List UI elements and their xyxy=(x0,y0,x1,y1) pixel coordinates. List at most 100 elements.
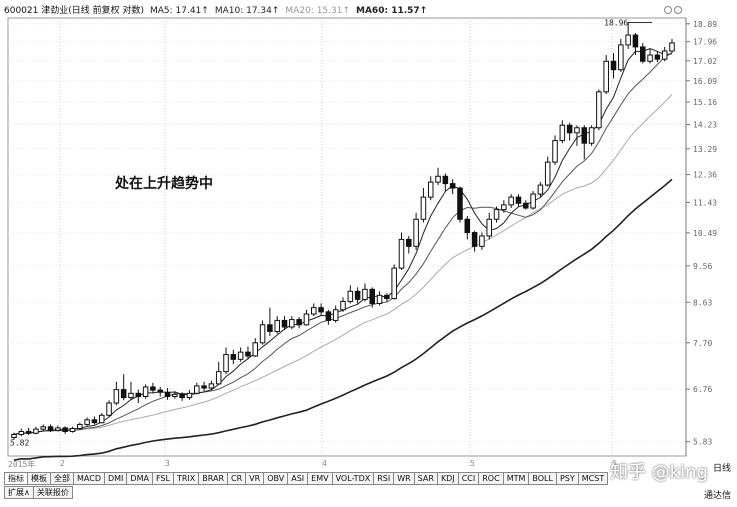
candle-body xyxy=(325,311,332,321)
x-label-month: 2 xyxy=(60,459,65,468)
indicator-tab[interactable]: CCI xyxy=(457,472,479,485)
indicator-tab[interactable]: MACD xyxy=(73,472,104,485)
y-tick-label: 6.76 xyxy=(693,385,712,394)
indicator-tab[interactable]: CR xyxy=(227,472,246,485)
indicator-tab[interactable]: MTM xyxy=(502,472,529,485)
indicator-tab[interactable]: VOL-TDX xyxy=(331,472,374,485)
circle-control-icon[interactable] xyxy=(664,6,672,14)
candle-body xyxy=(596,91,602,129)
ma60-label: MA60: 11.57↑ xyxy=(356,6,428,16)
candle-body xyxy=(639,46,646,62)
candle-body xyxy=(523,202,529,209)
indicator-tab[interactable]: MCST xyxy=(577,472,609,485)
indicator-tab[interactable]: DMA xyxy=(126,472,152,485)
indicator-tab[interactable]: ASI xyxy=(287,472,308,485)
y-tick-label: 17.02 xyxy=(693,57,717,66)
candle-body xyxy=(618,44,624,71)
extension-tab[interactable]: 关联报价 xyxy=(32,486,73,499)
indicator-tab[interactable]: KDJ xyxy=(436,472,458,485)
indicator-tab[interactable]: VR xyxy=(245,472,264,485)
candle-body xyxy=(150,386,156,391)
candle-body xyxy=(69,428,76,432)
candle-body xyxy=(603,60,609,93)
candle-body xyxy=(245,351,251,357)
candle-body xyxy=(449,183,456,189)
candle-body xyxy=(142,386,149,398)
indicator-tab[interactable]: DMI xyxy=(103,472,127,485)
candle-body xyxy=(501,204,507,211)
candle-body xyxy=(194,385,200,394)
indicator-tab[interactable]: TRIX xyxy=(172,472,199,485)
candle-body xyxy=(588,127,595,144)
candle-body xyxy=(259,324,266,344)
indicator-tab[interactable]: 指标 xyxy=(4,472,27,485)
candle-body xyxy=(340,300,346,311)
candle-body xyxy=(574,127,580,134)
ma5-line xyxy=(13,47,673,435)
max-price-label: 18.96 xyxy=(604,18,628,27)
candle-body xyxy=(274,319,280,332)
x-label-month: 5 xyxy=(470,459,475,468)
candle-body xyxy=(369,288,376,305)
y-tick-label: 7.70 xyxy=(693,339,712,348)
candle-body xyxy=(413,218,419,247)
x-label-month: 6 xyxy=(612,459,617,468)
candle-body xyxy=(457,187,463,220)
watermark: 知乎 @king xyxy=(610,462,708,483)
indicator-tab[interactable]: WR xyxy=(393,472,414,485)
candle-body xyxy=(318,307,324,313)
candle-body xyxy=(55,427,61,431)
indicator-tab[interactable]: SAR xyxy=(413,472,437,485)
candle-body xyxy=(40,426,47,430)
candle-body xyxy=(486,218,492,237)
candle-body xyxy=(559,124,566,142)
indicator-tab[interactable]: BRAR xyxy=(198,472,228,485)
circle-control-icon[interactable] xyxy=(674,6,682,14)
candle-body xyxy=(647,54,653,62)
indicator-tab[interactable]: 全部 xyxy=(50,472,73,485)
candle-body xyxy=(179,393,185,399)
candle-body xyxy=(62,427,68,432)
ma10-label: MA10: 17.34↑ xyxy=(214,6,280,16)
ma60-line xyxy=(13,178,673,461)
period-label[interactable]: 日线 xyxy=(712,464,731,474)
x-label-month: 4 xyxy=(322,459,327,468)
indicator-tab[interactable]: FSL xyxy=(151,472,173,485)
candle-body xyxy=(230,354,237,360)
y-tick-label: 12.36 xyxy=(693,171,717,180)
candle-body xyxy=(508,196,514,206)
candle-body xyxy=(11,433,17,438)
extension-tab[interactable]: 扩展∧ xyxy=(4,486,33,499)
y-tick-label: 17.96 xyxy=(693,38,717,47)
candle-body xyxy=(33,428,39,434)
app-brand-label: 通达信 xyxy=(703,491,731,501)
y-tick-label: 10.49 xyxy=(693,229,717,238)
indicator-tab[interactable]: PSY xyxy=(555,472,578,485)
candle-body xyxy=(362,288,368,300)
candle-body xyxy=(354,290,361,300)
candle-body xyxy=(581,127,588,144)
candle-body xyxy=(654,54,661,60)
candle-body xyxy=(208,383,215,389)
chart-header: 600021 津劲业(日线 前复权 对数) MA5: 17.41↑ MA10: … xyxy=(4,4,427,18)
candle-body xyxy=(347,290,354,302)
ma20-line xyxy=(13,94,673,435)
y-tick-label: 16.09 xyxy=(693,77,717,86)
indicator-tab[interactable]: EMV xyxy=(307,472,332,485)
candle-body xyxy=(384,294,390,300)
candle-body xyxy=(537,184,544,195)
indicator-tab[interactable]: RSI xyxy=(373,472,394,485)
candle-body xyxy=(77,423,83,430)
indicator-tab[interactable]: OBV xyxy=(263,472,288,485)
x-label-year: 2015年 xyxy=(8,460,36,469)
indicator-tab[interactable]: BOLL xyxy=(528,472,556,485)
trend-annotation: 处在上升趋势中 xyxy=(114,175,213,192)
indicator-tabs: 指标 模板 全部 MACD DMI DMA FSL TRIX BRAR CR VR OBV ASI EMV… xyxy=(4,472,609,485)
indicator-tab[interactable]: ROC xyxy=(478,472,503,485)
indicator-tab[interactable]: 模板 xyxy=(27,472,50,485)
y-tick-label: 8.63 xyxy=(693,298,712,307)
start-price-label: 5.82 xyxy=(10,438,29,447)
candle-body xyxy=(406,238,412,247)
